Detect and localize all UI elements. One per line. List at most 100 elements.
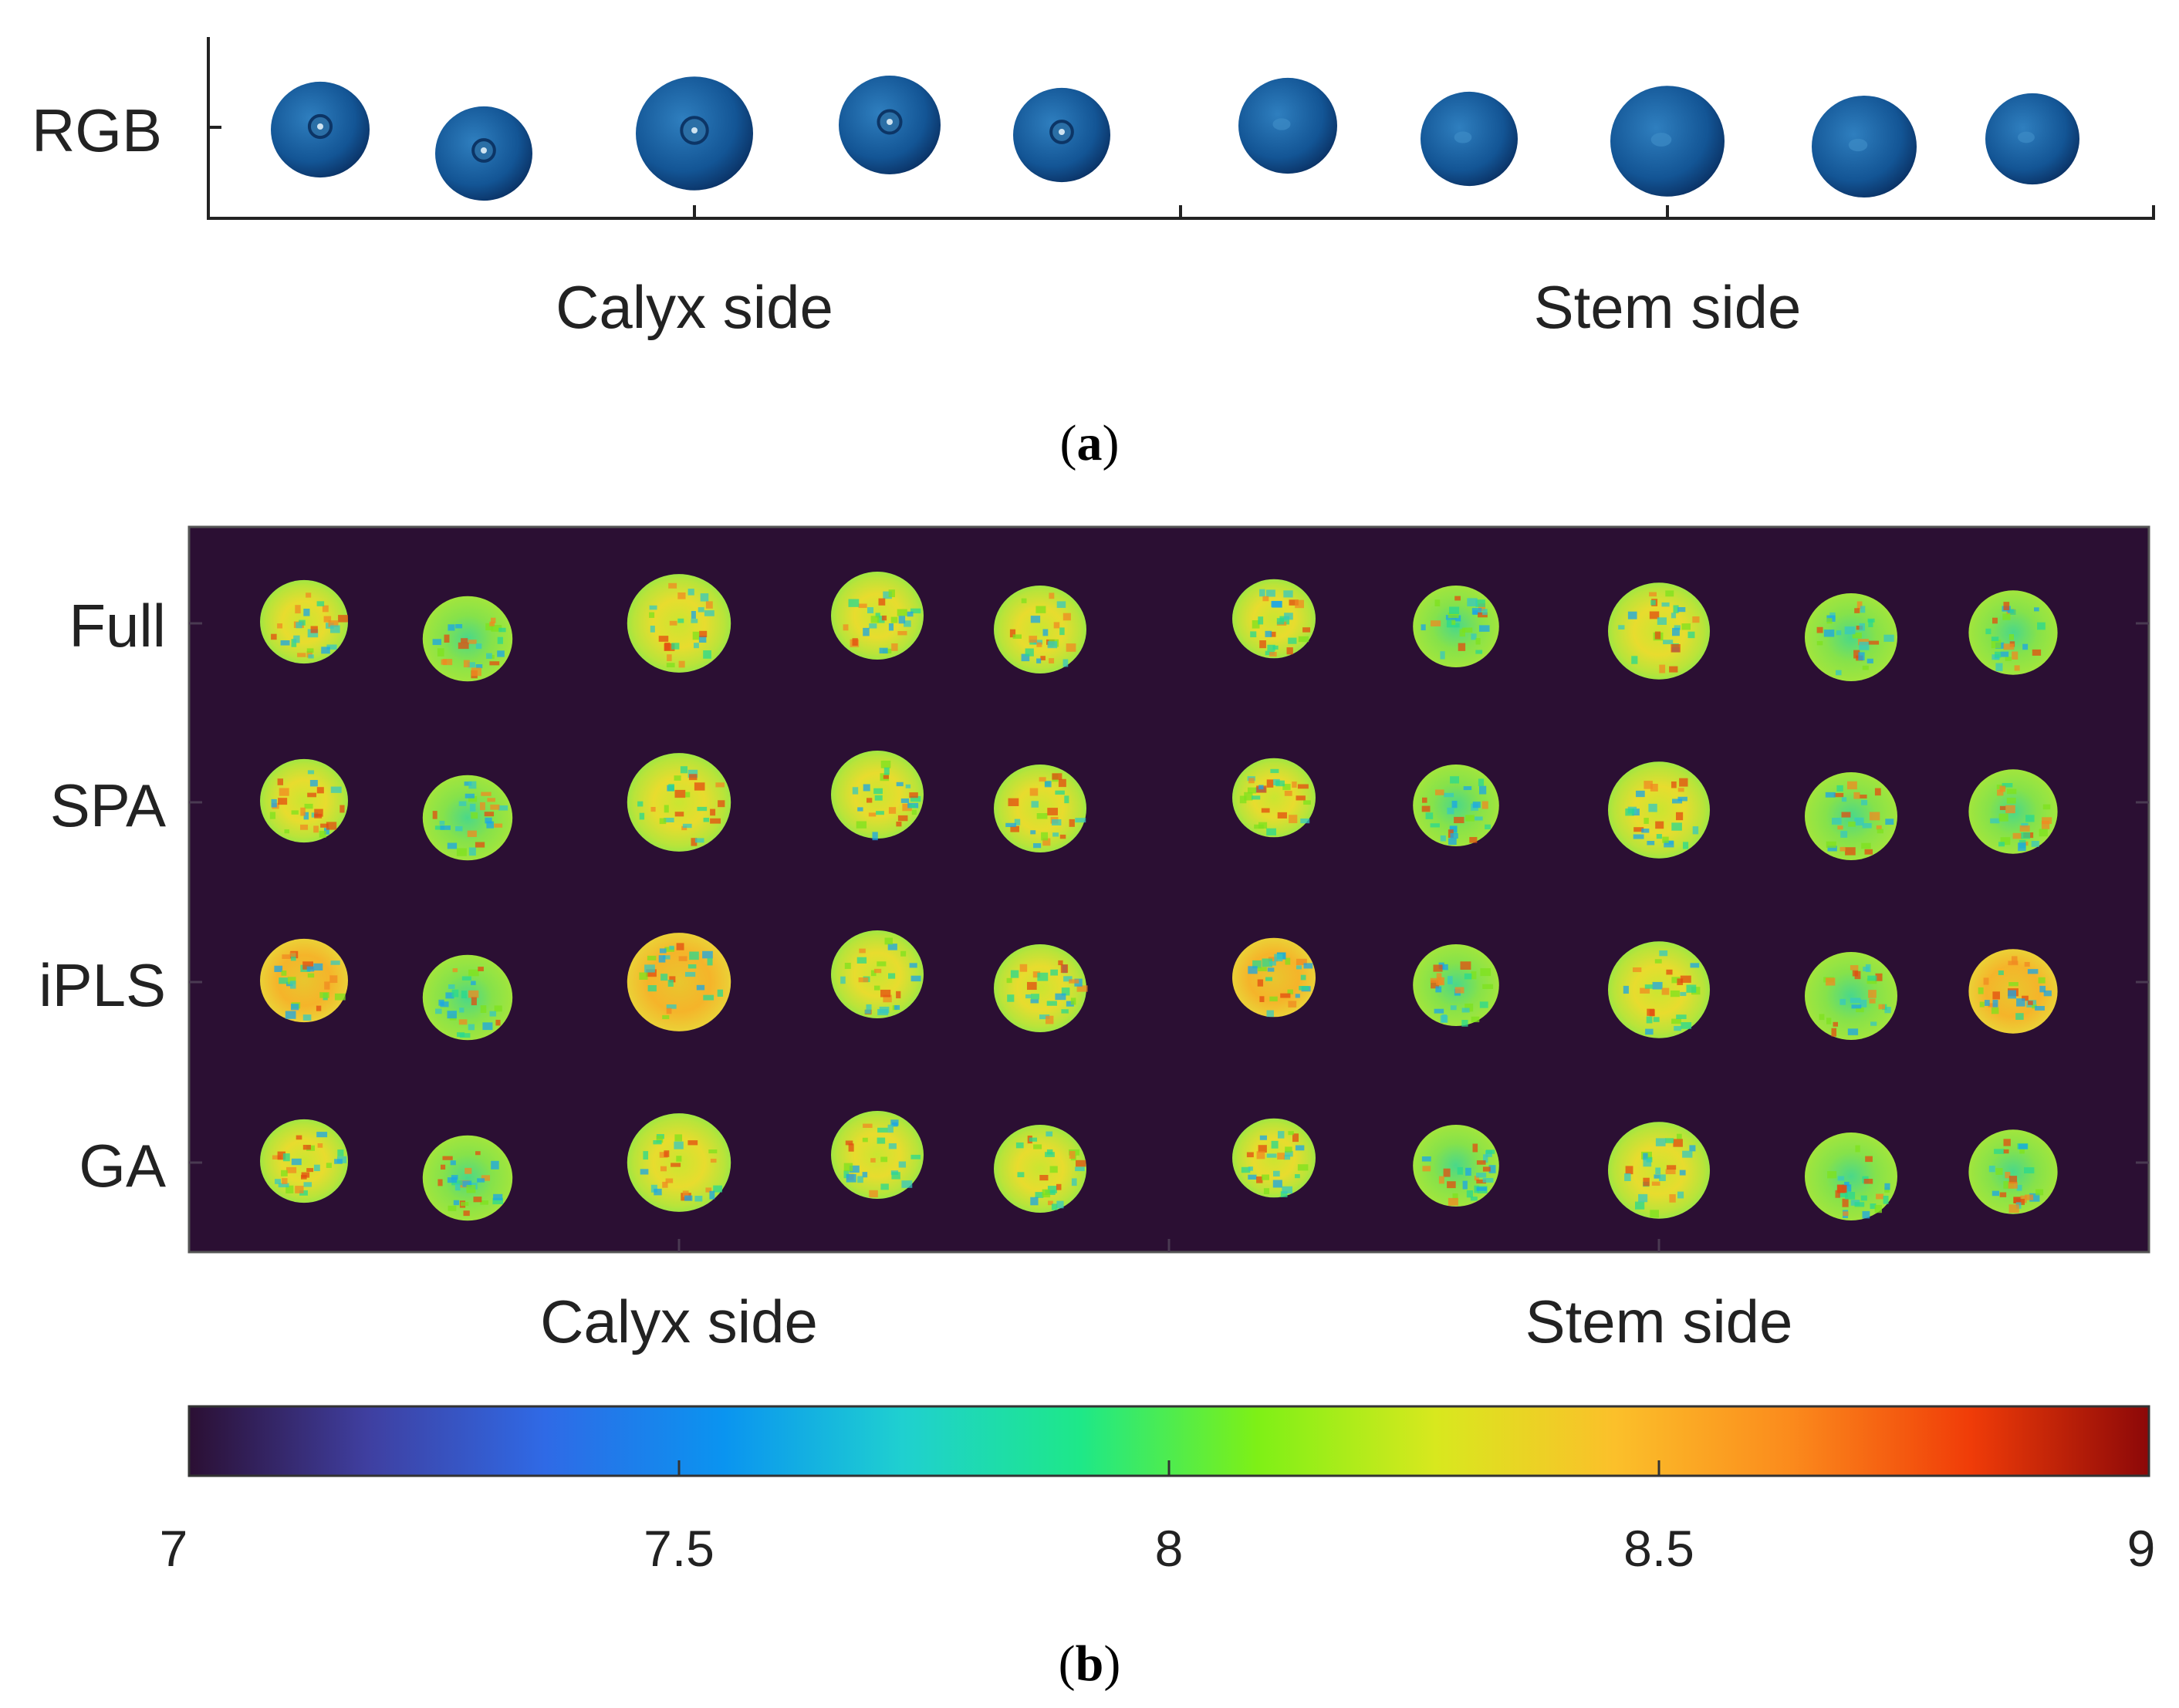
heatmap-pixel (1672, 798, 1683, 804)
heatmap-pixel (461, 991, 467, 999)
heatmap-pixel (862, 1137, 868, 1143)
heatmap-pixel (1655, 821, 1664, 829)
heatmap-pixel (894, 1004, 900, 1010)
heatmap-pixel (884, 937, 893, 945)
heatmap-pixel (2025, 1194, 2034, 1200)
heatmap-pixel (1877, 829, 1883, 834)
heatmap-pixel (674, 775, 681, 781)
heatmap-pixel (1992, 617, 1998, 624)
heatmap-pixel (1681, 623, 1691, 630)
heatmap-pixel (2024, 962, 2030, 967)
heatmap-pixel (1041, 832, 1049, 841)
heatmap-pixel (300, 824, 309, 830)
heatmap-pixel (858, 977, 869, 983)
heatmap-pixel (2018, 842, 2026, 852)
heatmap-pixel (1649, 1009, 1655, 1017)
heatmap-pixel (907, 611, 914, 617)
heatmap-berry (831, 751, 924, 841)
heatmap-pixel (1835, 1190, 1840, 1198)
heatmap-pixel (1826, 977, 1836, 986)
heatmap-pixel (687, 769, 698, 778)
heatmap-pixel (1421, 624, 1426, 631)
heatmap-pixel (887, 943, 897, 950)
heatmap-pixel (317, 1143, 323, 1148)
heatmap-pixel (1482, 984, 1494, 989)
heatmap-pixel (1636, 790, 1645, 798)
heatmap-pixel (465, 793, 475, 798)
heatmap-pixel (1677, 1191, 1684, 1199)
heatmap-pixel (1047, 641, 1058, 649)
heatmap-pixel (1075, 818, 1086, 823)
calyx-center (481, 147, 487, 154)
heatmap-pixel (888, 623, 894, 631)
heatmap-pixel (1452, 1193, 1458, 1200)
heatmap-pixel (1682, 1150, 1693, 1158)
heatmap-pixel (1295, 1145, 1305, 1151)
heatmap-pixel (1483, 1154, 1488, 1163)
heatmap-pixel (1285, 1146, 1292, 1153)
heatmap-pixel (340, 805, 345, 813)
heatmap-pixel (2019, 825, 2030, 832)
heatmap-pixel (1841, 812, 1851, 818)
heatmap-pixel (1440, 1015, 1448, 1023)
heatmap-pixel (649, 605, 657, 610)
heatmap-pixel (1836, 630, 1842, 636)
heatmap-pixel (1274, 954, 1283, 962)
heatmap-pixel (662, 955, 671, 960)
heatmap-pixel (846, 1173, 856, 1183)
heatmap-pixel (1289, 599, 1299, 606)
heatmap-pixel (296, 1135, 302, 1140)
heatmap-pixel (888, 973, 896, 979)
heatmap-berry-body (1805, 1132, 1897, 1220)
heatmap-berry-body (1608, 761, 1710, 859)
heatmap-pixel (1643, 1158, 1652, 1167)
heatmap-pixel (1435, 789, 1444, 795)
heatmap-pixel (863, 1123, 873, 1128)
heatmap-pixel (2008, 982, 2019, 987)
heatmap-pixel (1841, 797, 1847, 802)
heatmap-pixel (1860, 999, 1867, 1008)
heatmap-pixel (1836, 785, 1843, 792)
heatmap-pixel (1677, 796, 1687, 802)
heatmap-pixel (1258, 616, 1264, 625)
heatmap-pixel (1618, 625, 1625, 630)
heatmap-pixel (2039, 985, 2046, 993)
heatmap-pixel (2025, 815, 2035, 822)
heatmap-pixel (883, 994, 892, 1003)
heatmap-pixel (708, 1149, 718, 1154)
heatmap-pixel (1036, 658, 1042, 663)
heatmap-berry-body (422, 775, 513, 861)
heatmap-pixel (1266, 779, 1274, 788)
heatmap-pixel (682, 1190, 689, 1197)
heatmap-pixel (1985, 628, 1992, 635)
heatmap-pixel (643, 1151, 649, 1160)
heatmap-pixel (1296, 965, 1302, 970)
heatmap-pixel (1476, 1180, 1487, 1184)
heatmap-pixel (1859, 623, 1865, 631)
heatmap-pixel (1865, 964, 1871, 973)
heatmap-pixel (451, 1180, 463, 1186)
heatmap-pixel (484, 812, 495, 817)
heatmap-pixel (1687, 631, 1695, 639)
heatmap-pixel (1045, 1152, 1055, 1157)
heatmap-pixel (461, 976, 471, 981)
heatmap-pixel (437, 648, 444, 657)
heatmap-pixel (1296, 795, 1306, 801)
heatmap-pixel (890, 616, 898, 623)
heatmap-pixel (1021, 653, 1030, 662)
heatmap-pixel (671, 643, 680, 650)
heatmap-pixel (494, 823, 503, 828)
heatmap-pixel (1433, 964, 1443, 972)
heatmap-pixel (910, 1154, 921, 1159)
heatmap-pixel (1465, 1167, 1471, 1176)
heatmap-berry (1608, 761, 1710, 859)
heatmap-berry (1232, 758, 1316, 838)
rgb-berry (271, 81, 370, 178)
heatmap-pixel (1030, 616, 1041, 623)
heatmap-pixel (1676, 1014, 1687, 1019)
heatmap-pixel (1421, 805, 1431, 812)
heatmap-pixel (897, 631, 907, 636)
heatmap-pixel (1051, 1203, 1058, 1210)
heatmap-pixel (1845, 847, 1856, 856)
heatmap-pixel (486, 653, 492, 659)
